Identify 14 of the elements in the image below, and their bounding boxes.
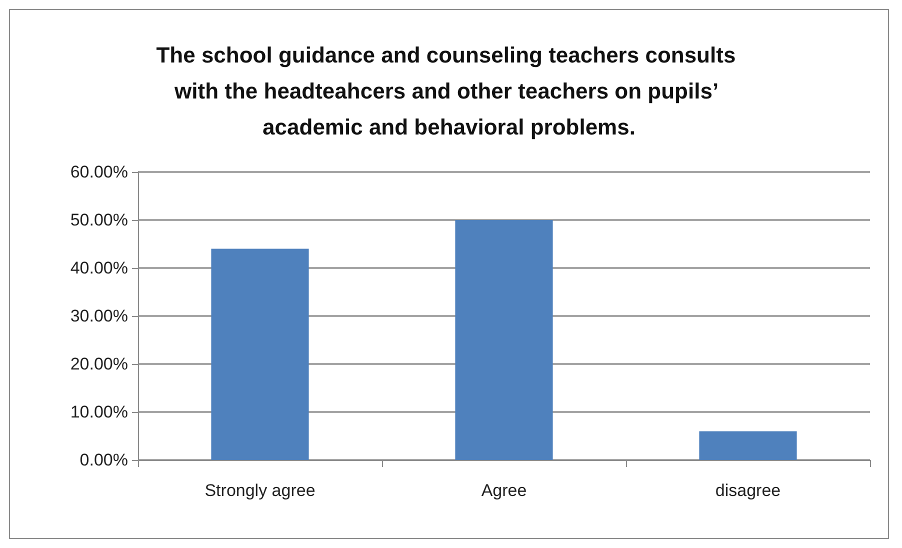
x-tick-label: disagree	[715, 481, 781, 500]
bar	[455, 220, 553, 460]
bar	[211, 248, 309, 460]
chart-title: The school guidance and counseling teachers consults with the headteahcers and other teachers on pupils’ academic and behavioral problems.	[156, 42, 742, 140]
x-tick-label: Agree	[481, 481, 527, 500]
y-tick-label: 0.00%	[80, 450, 128, 470]
y-tick-label: 60.00%	[70, 162, 128, 182]
y-tick-label: 10.00%	[70, 402, 128, 422]
y-tick-label: 20.00%	[70, 354, 128, 374]
y-tick-label: 40.00%	[70, 258, 128, 278]
y-tick-label: 30.00%	[70, 306, 128, 326]
bar	[699, 431, 797, 460]
y-tick-label: 50.00%	[70, 210, 128, 230]
x-tick-label: Strongly agree	[204, 481, 316, 500]
